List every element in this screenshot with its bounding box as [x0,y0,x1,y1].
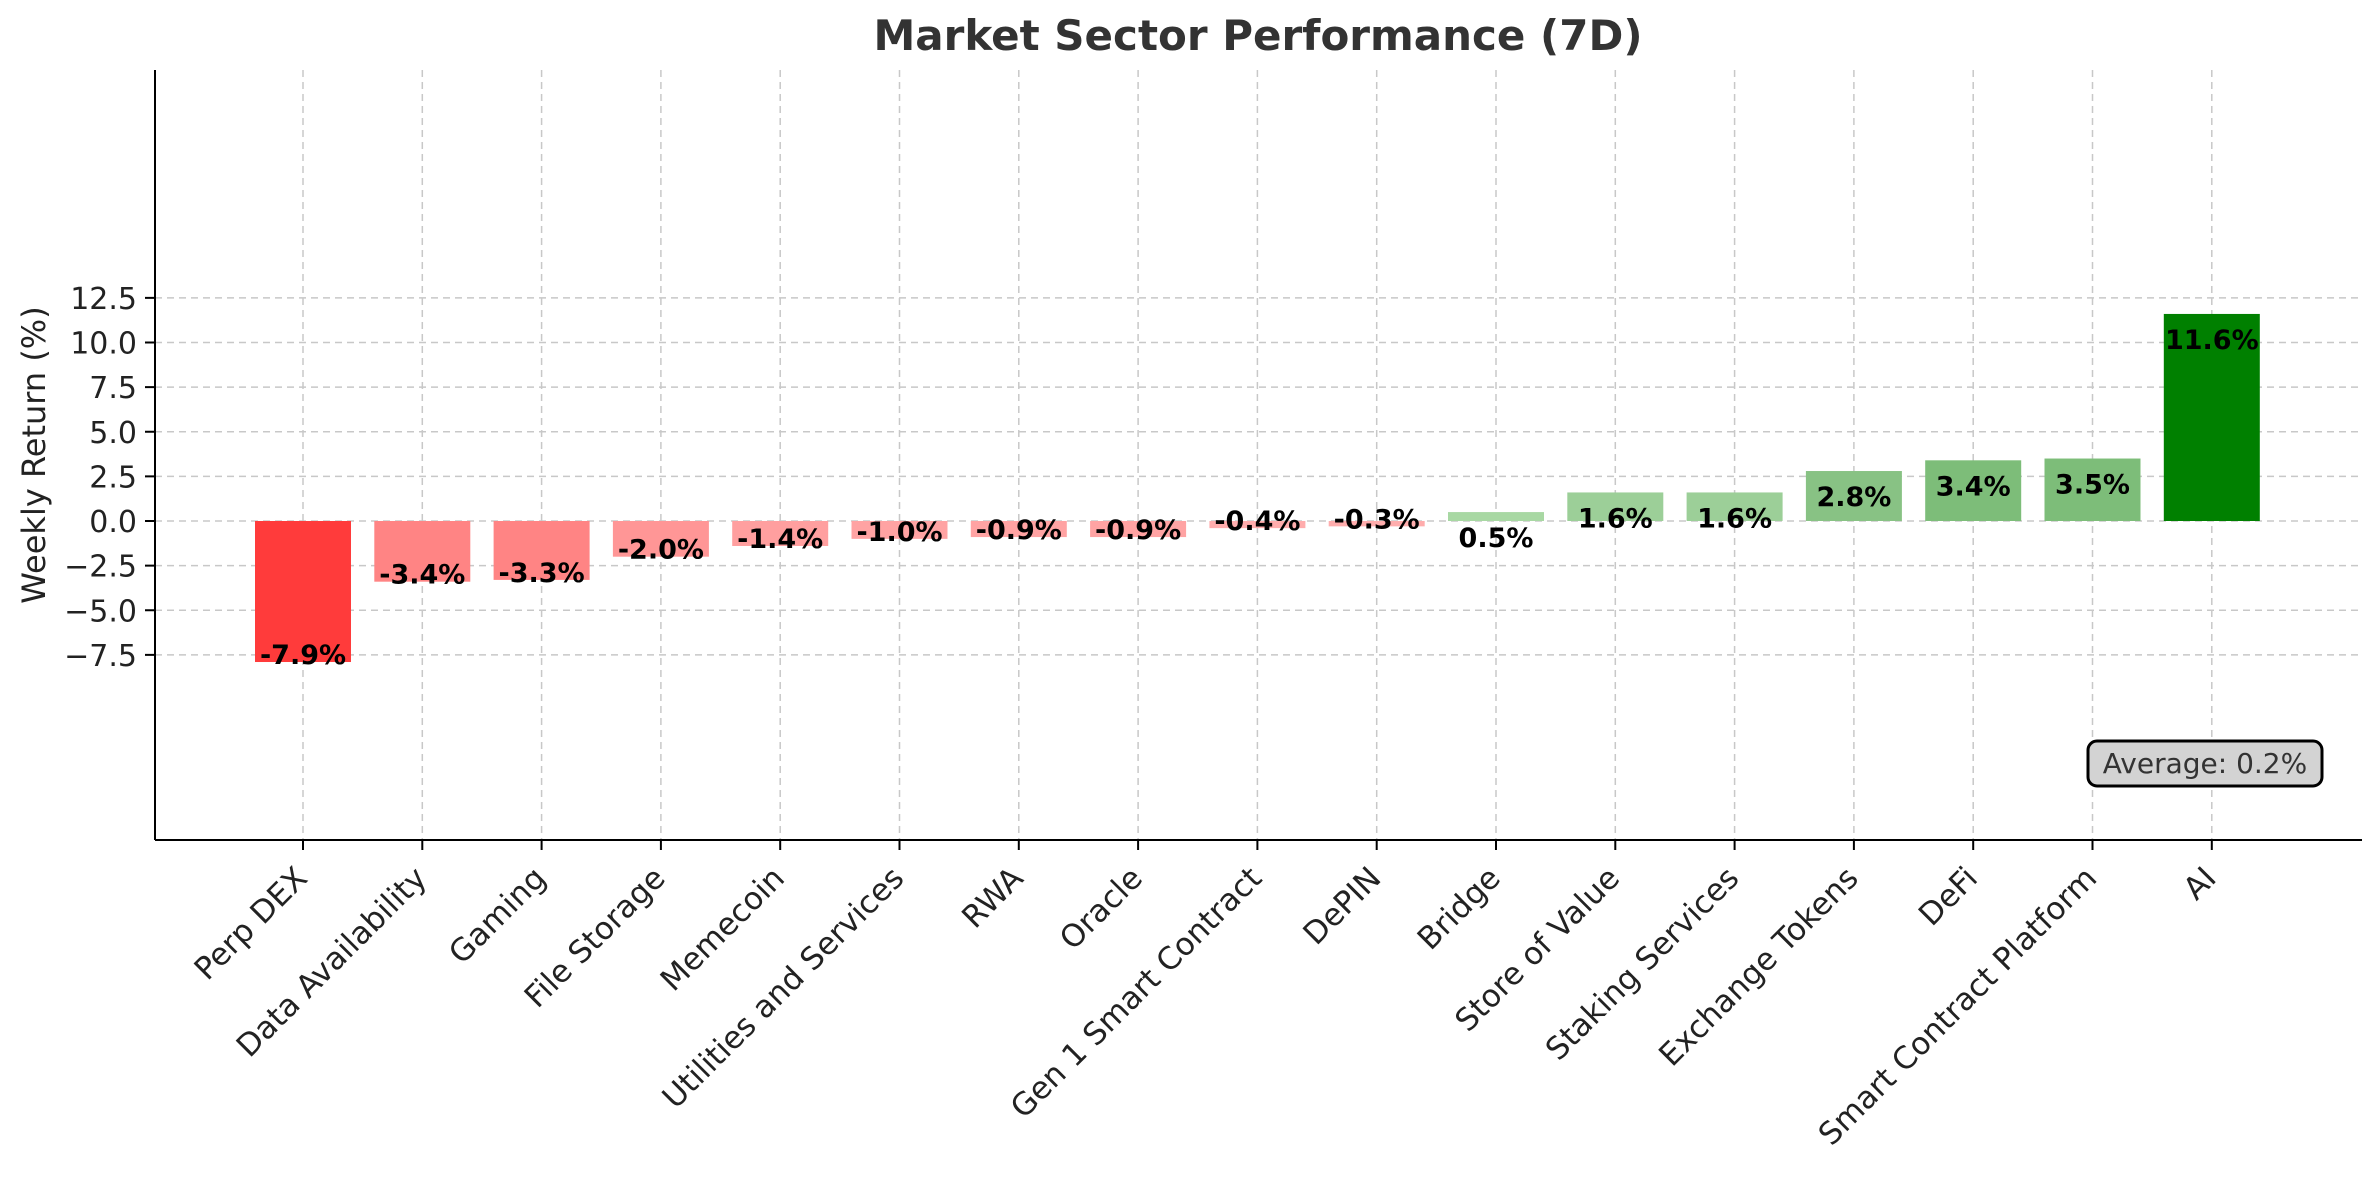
average-annotation: Average: 0.2% [2086,739,2324,788]
y-tick-label: 7.5 [89,371,137,406]
data-label: 0.5% [1459,523,1534,554]
data-label: -2.0% [618,535,704,566]
average-annotation-text: Average: 0.2% [2103,747,2307,780]
x-tick-label: Bridge [1411,860,1508,957]
data-label: -0.3% [1334,504,1420,535]
grid [155,70,2362,840]
axes [154,70,2362,841]
bar [732,521,829,546]
data-label: -7.9% [260,640,346,671]
data-label: 1.6% [1697,503,1772,534]
data-label: 11.6% [2165,325,2259,356]
y-tick-label: 0.0 [89,505,137,540]
data-label: 1.6% [1578,503,1653,534]
bar [1209,521,1306,529]
x-tick-label: Utilities and Services [656,860,912,1116]
y-tick-label: −5.0 [64,594,137,629]
bars [255,313,2260,663]
bar [1090,521,1187,538]
data-label: 3.4% [1936,471,2011,502]
y-tick-label: 10.0 [70,327,137,362]
bar [612,521,709,557]
y-tick-label: 5.0 [89,416,137,451]
data-label: 2.8% [1816,482,1891,513]
bar [1805,471,1902,521]
bar [851,521,948,539]
y-ticks: −7.5 −5.0 −2.5 0.0 2.5 5.0 7.5 10.0 12.5 [64,282,155,674]
data-label: -0.4% [1214,506,1300,537]
y-axis-label: Weekly Return (%) [15,306,53,603]
data-label: -3.4% [379,560,465,591]
x-tick-label: DeFi [1912,860,1985,933]
x-tick-label: AI [2177,860,2224,907]
bar [2163,313,2260,521]
chart-title: Market Sector Performance (7D) [873,11,1642,60]
bar [1686,492,1783,521]
bar [1567,492,1664,521]
data-labels: -7.9% -3.4% -3.3% -2.0% -1.4% -1.0% -0.9% -0.9%… [260,325,2259,671]
x-tick-label: DePIN [1296,860,1388,952]
data-label: -3.3% [499,558,585,589]
x-tick-label: Oracle [1053,860,1150,957]
y-tick-label: −7.5 [64,639,137,674]
y-tick-label: −2.5 [64,550,137,585]
bar [1448,512,1544,521]
data-label: -1.4% [737,524,823,555]
y-tick-label: 12.5 [70,282,137,317]
bar [2044,458,2141,521]
data-label: -0.9% [976,515,1062,546]
data-label: 3.5% [2055,470,2130,501]
bar [255,521,351,663]
bar [1328,521,1425,527]
bar [970,521,1067,538]
data-label: -0.9% [1095,515,1181,546]
average-annotation-box [2086,739,2324,788]
data-label: -1.0% [856,517,942,548]
bar [493,521,590,580]
bar [374,521,471,582]
x-tick-label: Gaming [442,860,553,971]
x-tick-label: RWA [955,860,1030,935]
y-tick-label: 2.5 [89,460,137,495]
bar [1925,460,2022,521]
x-tick-label: Gen 1 Smart Contract [1004,860,1269,1125]
x-tick-label: Perp DEX [188,860,315,987]
x-tick-label: Exchange Tokens [1652,860,1865,1073]
